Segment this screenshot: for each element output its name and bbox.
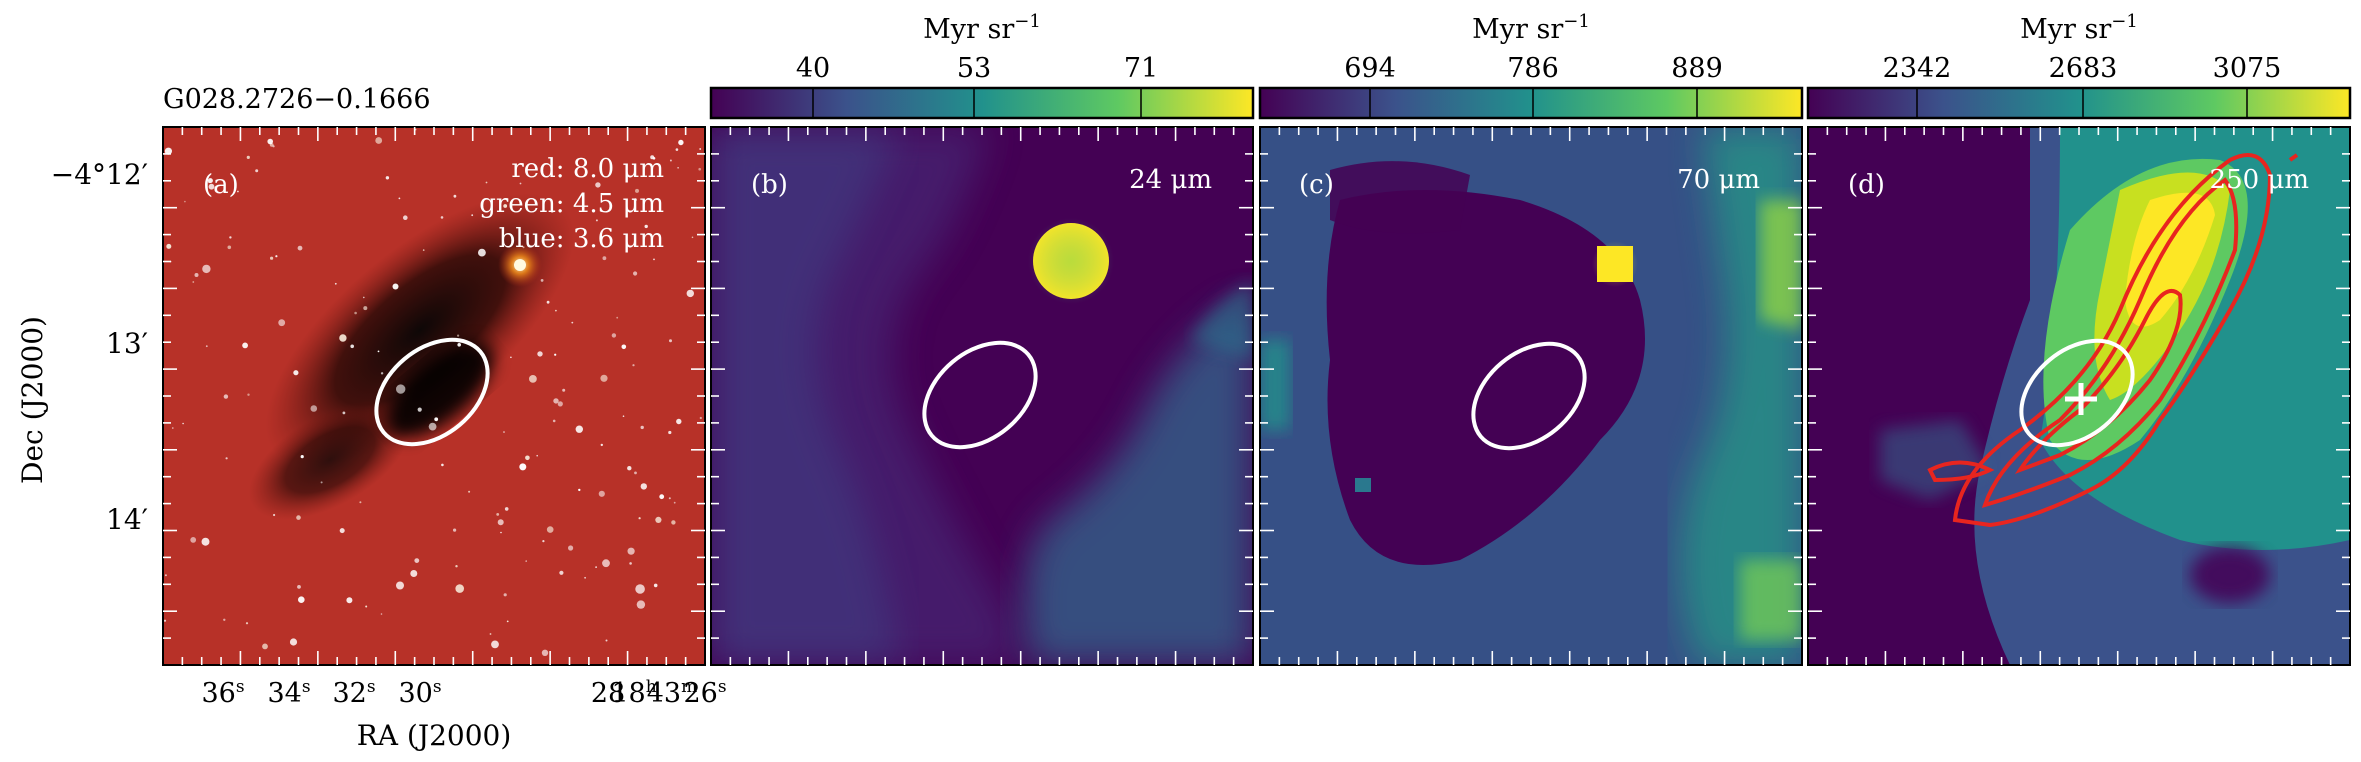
panel-c-image [1260,127,1802,665]
x-tick-label-7: 43m [647,677,697,709]
panel-b: (b) 24 μm [710,126,1254,666]
y-axis-label: Dec (J2000) [16,316,49,484]
panel-a-label: (a) [203,170,239,200]
colorbar-d-unit: Myr sr−1 [2020,11,2138,45]
colorbar-c-tick-3: 889 [1671,53,1723,84]
colorbar-b: 40 53 71 Myr sr−1 [709,11,1255,120]
y-tick-label-3: 14′ [106,503,148,536]
colorbar-d-tick-1: 2342 [1883,53,1952,84]
x-tick-label-1: 36s [201,677,244,709]
x-axis-label: RA (J2000) [357,719,512,752]
x-tick-label-4: 30s [398,677,441,709]
y-tick-label-2: 13′ [106,327,148,360]
panel-c: (c) 70 μm [1259,126,1803,666]
panel-a-ticks [163,127,705,665]
panel-c-label: (c) [1299,170,1334,200]
panel-b-aperture-ellipse [922,340,1038,450]
colorbar-c-tick-2: 786 [1507,53,1559,84]
colorbar-d: 2342 2683 3075 Myr sr−1 [1806,11,2352,120]
panel-d-aperture-ellipse [2019,338,2135,448]
panel-c-band: 70 μm [1677,165,1760,195]
panel-b-ticks [711,127,1253,665]
panel-a: (a) red: 8.0 μm green: 4.5 μm blue: 3.6 … [162,84,706,666]
panel-c-aperture-ellipse [1471,341,1587,451]
panel-b-image [711,127,1253,665]
colorbar-c-tick-1: 694 [1344,53,1396,84]
panel-d-cross-marker [2065,383,2097,415]
panel-c-ticks [1260,127,1802,665]
panel-a-band-blue: blue: 3.6 μm [499,224,664,254]
panel-d-label: (d) [1848,170,1885,200]
x-tick-label-6: 18h [611,677,656,709]
colorbar-b-tick-1: 40 [796,53,830,84]
colorbar-b-unit: Myr sr−1 [923,11,1041,45]
panel-d-band: 250 μm [2210,165,2309,195]
x-tick-label-8: 26s [683,677,726,709]
colorbar-d-tick-2: 2683 [2049,53,2118,84]
panel-a-aperture-ellipse [374,337,490,447]
x-tick-label-3: 32s [332,677,375,709]
panel-a-band-red: red: 8.0 μm [511,154,664,184]
x-tick-label-2: 34s [267,677,310,709]
panel-d-contours [1927,153,2299,528]
colorbar-b-tick-3: 71 [1124,53,1158,84]
source-title: G028.2726−0.1666 [163,84,431,115]
x-tick-label-5: 28 [591,678,625,709]
colorbar-b-tick-2: 53 [957,53,991,84]
colorbar-c: 694 786 889 Myr sr−1 [1258,11,1804,120]
panel-a-band-green: green: 4.5 μm [479,189,664,219]
panel-a-stars [163,128,702,656]
y-tick-label-1: −4°12′ [51,158,148,191]
panel-b-label: (b) [751,170,788,200]
panel-d: (d) 250 μm [1807,126,2351,666]
panel-d-ticks [1808,127,2350,665]
panel-b-band: 24 μm [1129,165,1212,195]
colorbar-c-unit: Myr sr−1 [1472,11,1590,45]
colorbar-d-tick-3: 3075 [2213,53,2282,84]
panel-a-image [163,127,705,665]
